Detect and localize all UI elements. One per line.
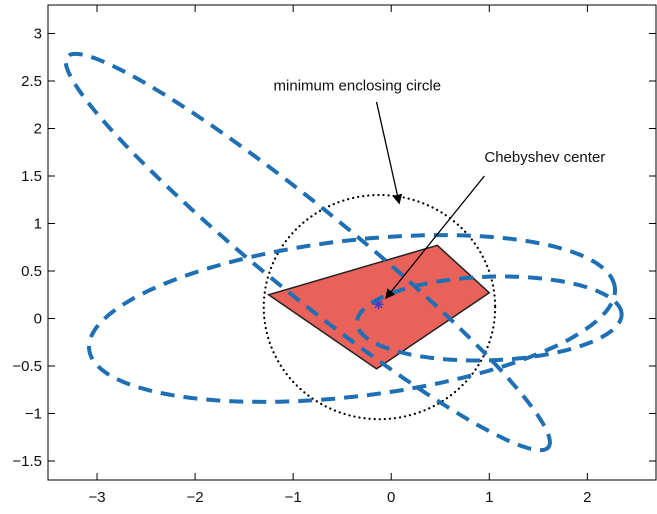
- annotation-1: minimum enclosing circle: [274, 78, 442, 205]
- y-tick-label: 2: [34, 121, 42, 138]
- annotation-text: Chebyshev center: [484, 149, 605, 166]
- y-tick-label: 3: [34, 26, 42, 43]
- y-tick-label: 1: [34, 216, 42, 233]
- plot-area: [47, 4, 657, 481]
- minimum-enclosing-circle: [262, 193, 497, 421]
- x-tick-label: −3: [88, 489, 105, 506]
- ellipse-2: [87, 233, 617, 404]
- ellipse-3: [355, 274, 624, 363]
- y-tick-label: 2.5: [21, 73, 42, 90]
- y-tick-label: −0.5: [12, 358, 42, 375]
- annotation-text: minimum enclosing circle: [274, 78, 442, 95]
- y-tick-label: 0: [34, 311, 42, 328]
- x-tick-label: −2: [187, 489, 204, 506]
- x-tick-label: −1: [285, 489, 302, 506]
- x-tick-label: 1: [485, 489, 493, 506]
- chebyshev-center-marker: [373, 299, 384, 310]
- x-tick-label: 0: [387, 489, 395, 506]
- y-tick-label: 0.5: [21, 263, 42, 280]
- y-tick-label: −1: [25, 406, 42, 423]
- annotation-2: Chebyshev center: [385, 149, 605, 300]
- annotation-arrow: [375, 101, 403, 205]
- y-tick-label: −1.5: [12, 453, 42, 470]
- x-tick-label: 2: [583, 489, 591, 506]
- ellipse-1: [63, 51, 552, 453]
- annotation-arrow: [385, 175, 485, 300]
- y-tick-label: 1.5: [21, 168, 42, 185]
